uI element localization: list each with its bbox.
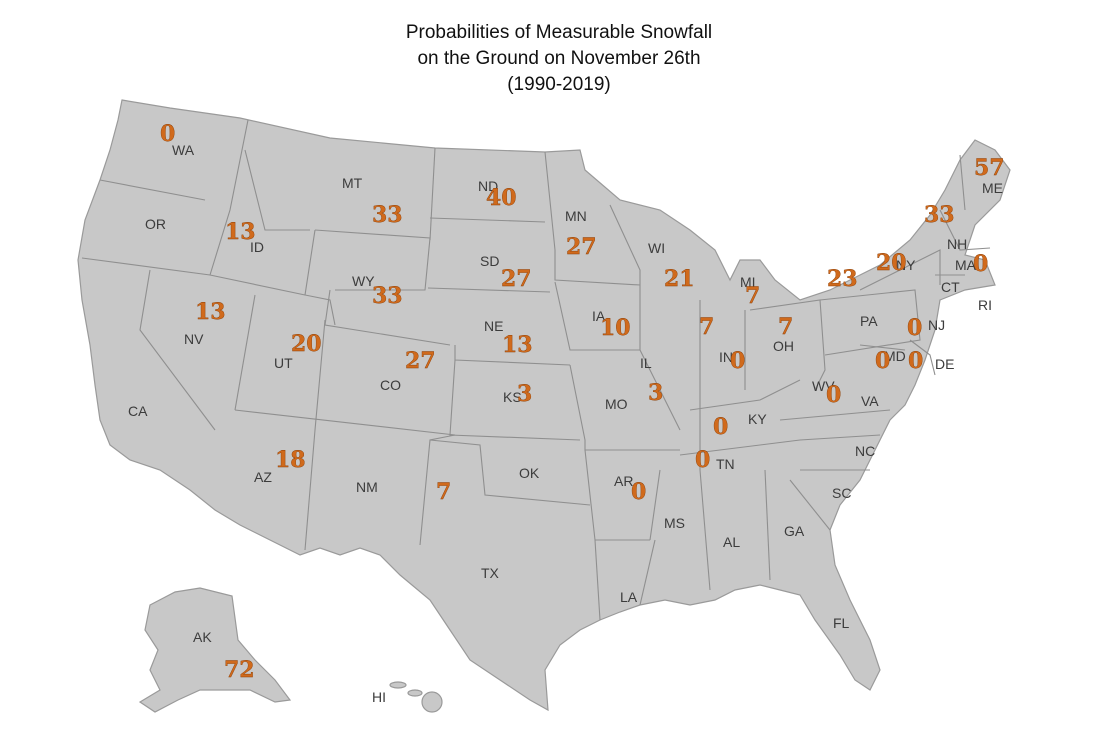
value-mt: 33 <box>372 202 403 228</box>
state-label-mn: MN <box>565 208 587 224</box>
hawaii-island-1 <box>389 681 407 689</box>
state-label-ut: UT <box>274 355 293 371</box>
hawaii-island-2 <box>407 689 423 697</box>
state-label-nm: NM <box>356 479 378 495</box>
title-line-1: Probabilities of Measurable Snowfall <box>405 22 713 43</box>
state-label-il: IL <box>640 355 652 371</box>
value-il-north: 7 <box>699 314 714 340</box>
value-co: 27 <box>405 348 436 374</box>
value-ky: 0 <box>713 414 728 440</box>
state-label-mt: MT <box>342 175 363 191</box>
state-label-va: VA <box>861 393 879 409</box>
value-ar: 0 <box>631 479 646 505</box>
value-de: 0 <box>908 348 923 374</box>
state-label-or: OR <box>145 216 166 232</box>
state-label-ak: AK <box>193 629 212 645</box>
state-label-de: DE <box>935 356 954 372</box>
value-ny: 20 <box>876 250 907 276</box>
snow-probability-values: 0 57 33 40 33 13 27 20 0 27 21 23 33 13 … <box>160 121 1005 683</box>
value-ut: 20 <box>291 331 322 357</box>
state-labels: WA OR CA ID NV MT WY UT AZ CO NM ND SD N… <box>128 142 1003 705</box>
state-label-ga: GA <box>784 523 805 539</box>
state-label-sc: SC <box>832 485 851 501</box>
value-il-south: 3 <box>648 380 663 406</box>
state-label-pa: PA <box>860 313 878 329</box>
state-label-me: ME <box>982 180 1003 196</box>
value-nd: 40 <box>486 185 517 211</box>
state-label-mi: MI <box>740 274 756 290</box>
title-line-2: on the Ground on November 26th <box>417 48 701 69</box>
value-az: 18 <box>275 447 306 473</box>
state-label-sd: SD <box>480 253 499 269</box>
state-label-ks: KS <box>503 389 522 405</box>
state-label-tn: TN <box>716 456 735 472</box>
state-label-ne: NE <box>484 318 503 334</box>
state-label-ca: CA <box>128 403 148 419</box>
state-label-ri: RI <box>978 297 992 313</box>
state-label-wa: WA <box>172 142 195 158</box>
state-label-ma: MA <box>955 257 977 273</box>
state-label-ar: AR <box>614 473 633 489</box>
value-ak: 72 <box>224 657 255 683</box>
value-wa: 0 <box>160 121 175 147</box>
state-borders <box>81 119 991 621</box>
value-pa-north: 23 <box>827 266 858 292</box>
value-ks: 3 <box>517 381 532 407</box>
state-label-wi: WI <box>648 240 665 256</box>
state-label-ok: OK <box>519 465 540 481</box>
value-mi: 7 <box>745 283 760 309</box>
state-label-md: MD <box>884 348 906 364</box>
state-label-tx: TX <box>481 565 500 581</box>
state-label-ny: NY <box>896 257 916 273</box>
state-label-oh: OH <box>773 338 794 354</box>
value-ne: 13 <box>502 332 533 358</box>
state-label-ia: IA <box>592 308 606 324</box>
state-label-la: LA <box>620 589 638 605</box>
value-md: 0 <box>875 348 890 374</box>
state-label-nj: NJ <box>928 317 945 333</box>
map-title: Probabilities of Measurable Snowfall on … <box>0 20 1118 98</box>
alaska-landmass <box>138 587 292 713</box>
value-nm-ok: 7 <box>436 479 451 505</box>
title-line-3: (1990-2019) <box>507 74 611 95</box>
state-label-nd: ND <box>478 178 498 194</box>
state-label-nv: NV <box>184 331 204 347</box>
value-nj: 0 <box>907 315 922 341</box>
state-label-fl: FL <box>833 615 850 631</box>
value-ia: 10 <box>600 315 631 341</box>
state-label-wy: WY <box>352 273 375 289</box>
value-wy: 33 <box>372 283 403 309</box>
value-wv: 0 <box>826 382 841 408</box>
state-label-ct: CT <box>941 279 960 295</box>
hawaii-island-3 <box>421 691 443 713</box>
value-sd: 27 <box>501 266 532 292</box>
value-in: 0 <box>730 348 745 374</box>
value-mn: 27 <box>566 234 597 260</box>
state-label-wv: WV <box>812 378 835 394</box>
state-label-ms: MS <box>664 515 685 531</box>
state-label-in: IN <box>719 349 733 365</box>
value-tn: 0 <box>695 447 710 473</box>
value-ma: 0 <box>973 251 988 277</box>
state-label-az: AZ <box>254 469 272 485</box>
state-label-al: AL <box>723 534 740 550</box>
value-wi: 21 <box>664 266 695 292</box>
state-label-hi: HI <box>372 689 386 705</box>
value-ny-vt: 33 <box>924 202 955 228</box>
state-label-id: ID <box>250 239 264 255</box>
value-nv: 13 <box>195 299 226 325</box>
state-label-co: CO <box>380 377 401 393</box>
value-id: 13 <box>225 219 256 245</box>
state-label-ky: KY <box>748 411 767 427</box>
state-label-nh: NH <box>947 236 967 252</box>
value-oh: 7 <box>778 314 793 340</box>
state-label-mo: MO <box>605 396 628 412</box>
state-label-nc: NC <box>855 443 875 459</box>
value-me: 57 <box>974 155 1005 181</box>
